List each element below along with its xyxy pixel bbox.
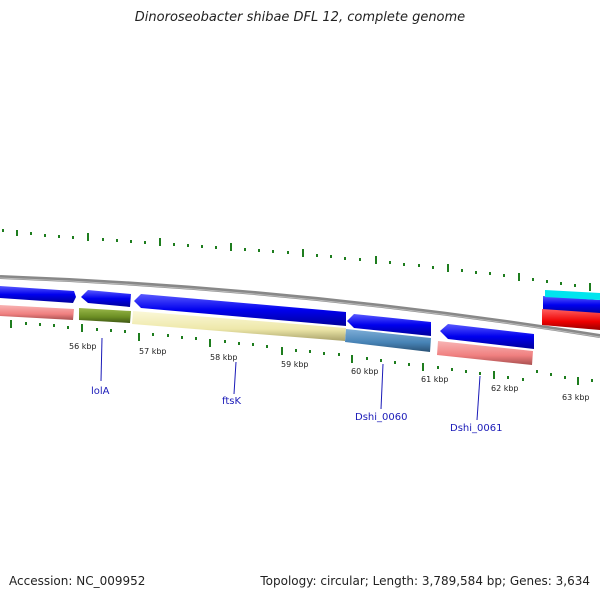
kbp-label: 63 kbp bbox=[562, 393, 590, 402]
gene-labels: lolA ftsK Dshi_0060 Dshi_0061 bbox=[91, 386, 502, 434]
gene-label-dshi0061[interactable]: Dshi_0061 bbox=[450, 423, 502, 434]
cds-ftsk-arrow[interactable] bbox=[134, 294, 346, 326]
kbp-label: 59 kbp bbox=[281, 360, 309, 369]
cds-dshi0061-arrow[interactable] bbox=[440, 324, 534, 349]
kbp-label: 56 kbp bbox=[69, 342, 97, 351]
kbp-label: 57 kbp bbox=[139, 347, 167, 356]
cds-lola-arrow[interactable] bbox=[81, 290, 131, 307]
gene-ftsk[interactable] bbox=[132, 311, 346, 341]
gene-left-pink[interactable] bbox=[0, 305, 74, 320]
gene-label-lola[interactable]: lolA bbox=[91, 386, 110, 397]
forward-strand-features bbox=[0, 286, 600, 349]
gene-label-dshi0060[interactable]: Dshi_0060 bbox=[355, 412, 407, 423]
feature-cyan[interactable] bbox=[545, 290, 600, 300]
kbp-label: 60 kbp bbox=[351, 367, 379, 376]
kbp-label: 62 kbp bbox=[491, 384, 519, 393]
gene-dshi0060[interactable] bbox=[345, 329, 431, 352]
gene-lola[interactable] bbox=[79, 308, 131, 323]
outer-tick-row bbox=[2, 229, 591, 291]
inner-tick-row bbox=[10, 320, 593, 385]
gene-label-leaders bbox=[100, 337, 481, 421]
kbp-label: 61 kbp bbox=[421, 375, 449, 384]
accession-text: Accession: NC_009952 bbox=[9, 574, 146, 588]
gene-dshi0061[interactable] bbox=[437, 341, 533, 365]
genome-backbone bbox=[0, 275, 600, 338]
cds-forward-left[interactable] bbox=[0, 286, 76, 303]
genome-stats-text: Topology: circular; Length: 3,789,584 bp… bbox=[260, 574, 590, 588]
cds-dshi0060-arrow[interactable] bbox=[347, 314, 431, 336]
map-title: Dinoroseobacter shibae DFL 12, complete … bbox=[134, 10, 466, 25]
gene-features bbox=[0, 305, 600, 365]
kbp-label: 58 kbp bbox=[210, 353, 238, 362]
gene-label-ftsk[interactable]: ftsK bbox=[222, 396, 241, 407]
gene-right-red[interactable] bbox=[542, 309, 600, 330]
kbp-labels: 56 kbp 57 kbp 58 kbp 59 kbp 60 kbp 61 kb… bbox=[69, 342, 590, 402]
cds-forward-right[interactable] bbox=[543, 296, 600, 314]
